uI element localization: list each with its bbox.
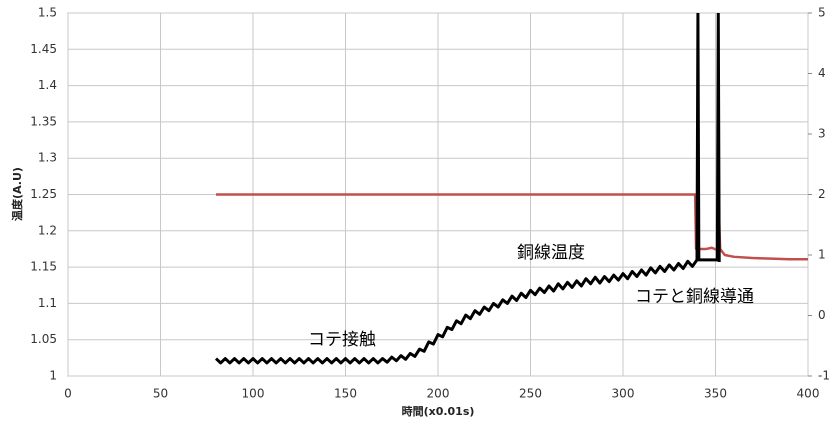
y2-tick-label: 4 — [818, 66, 826, 80]
annotation: コテ接触 — [308, 330, 376, 350]
y-tick-label: 1 — [49, 369, 57, 383]
annotation: コテと銅線導通 — [635, 287, 754, 307]
x-tick-label: 300 — [612, 387, 635, 401]
y-tick-label: 1.4 — [38, 78, 57, 92]
y-tick-label: 1.2 — [38, 223, 57, 237]
x-tick-label: 150 — [334, 387, 357, 401]
y-tick-label: 1.15 — [30, 260, 57, 274]
y-tick-label: 1.5 — [38, 6, 57, 20]
y-axis-label: 温度(A.U) — [10, 167, 24, 221]
x-tick-label: 50 — [153, 387, 168, 401]
x-tick-label: 400 — [797, 387, 820, 401]
y-tick-label: 1.1 — [38, 296, 57, 310]
y-tick-label: 1.25 — [30, 187, 57, 201]
y2-tick-label: 1 — [818, 248, 826, 262]
x-tick-label: 250 — [519, 387, 542, 401]
y-tick-label: 1.3 — [38, 151, 57, 165]
y2-tick-label: 0 — [818, 308, 826, 322]
x-tick-label: 350 — [704, 387, 727, 401]
x-tick-label: 0 — [64, 387, 72, 401]
series-line — [214, 13, 721, 365]
y2-tick-label: 2 — [818, 187, 826, 201]
lines — [214, 13, 808, 365]
y-tick-label: 1.45 — [30, 42, 57, 56]
x-axis-label: 時間(x0.01s) — [402, 404, 475, 418]
y2-tick-label: 5 — [818, 6, 826, 20]
y-tick-label: 1.05 — [30, 332, 57, 346]
y2-tick-label: -1 — [818, 369, 829, 383]
y-tick-label: 1.35 — [30, 114, 57, 128]
x-tick-label: 200 — [427, 387, 450, 401]
y2-tick-label: 3 — [818, 127, 826, 141]
annotation: 銅線温度 — [517, 243, 585, 263]
x-tick-label: 100 — [242, 387, 265, 401]
